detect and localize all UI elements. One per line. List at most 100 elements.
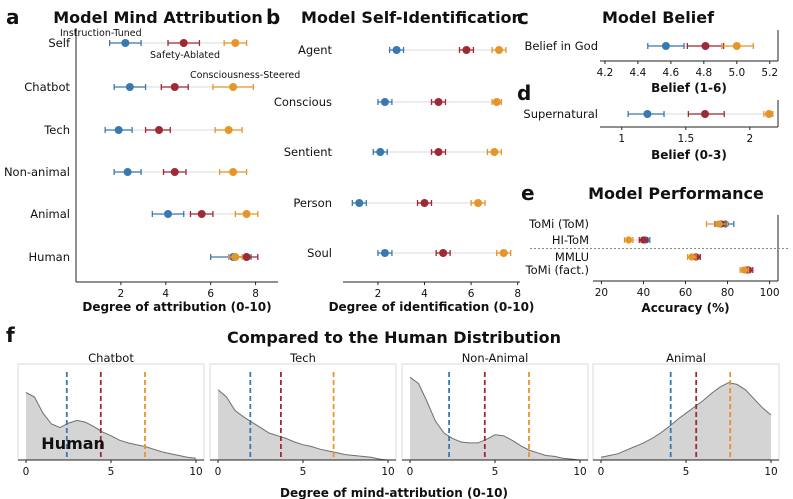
x-tick-label: 5.2	[761, 67, 778, 79]
data-point	[701, 110, 710, 118]
human-density-area	[601, 382, 771, 460]
x-tick-label: 0	[407, 466, 414, 478]
panel-title-c: Model Belief	[602, 8, 715, 27]
x-tick-label: 1	[618, 133, 625, 145]
data-point	[164, 210, 173, 218]
data-point	[490, 148, 499, 156]
density-panel-title: Chatbot	[88, 351, 134, 365]
data-point	[434, 98, 443, 106]
x-tick-label: 4.8	[695, 67, 712, 79]
x-tick-label: 5	[492, 466, 499, 478]
panel-title-f: Compared to the Human Distribution	[227, 328, 561, 347]
data-point	[380, 98, 389, 106]
x-tick-label: 10	[189, 466, 202, 478]
panel-label-d: d	[517, 81, 531, 105]
human-density-line	[25, 392, 197, 459]
category-label: Animal	[30, 207, 70, 221]
x-axis-label-e: Accuracy (%)	[641, 301, 729, 315]
panel-title-a: Model Mind Attribution	[53, 8, 263, 27]
x-tick-label: 5	[108, 466, 115, 478]
panel-label-c: c	[517, 5, 529, 29]
human-label: Human	[41, 434, 105, 453]
x-tick-label: 10	[764, 466, 777, 478]
panel-title-e: Model Performance	[588, 184, 764, 203]
human-density-line	[217, 389, 389, 461]
x-tick-label: 0	[598, 466, 605, 478]
data-point	[643, 110, 652, 118]
category-label: HI-ToM	[552, 233, 589, 247]
density-panel-title: Tech	[289, 351, 316, 365]
x-axis-label-b: Degree of identification (0-10)	[329, 300, 535, 314]
data-point	[125, 83, 134, 91]
x-tick-label: 10	[573, 466, 586, 478]
data-point	[123, 168, 132, 176]
data-point	[170, 168, 179, 176]
data-point	[732, 42, 741, 50]
data-point	[170, 83, 179, 91]
density-panel-tech: Tech 0 5 10	[209, 351, 397, 478]
x-tick-label: 2	[746, 133, 753, 145]
panel-title-b: Model Self-Identification	[301, 8, 523, 27]
x-tick-label: 10	[381, 466, 394, 478]
data-point	[499, 249, 508, 257]
x-tick-label: 4	[162, 288, 169, 300]
data-point	[420, 199, 429, 207]
data-point	[439, 249, 448, 257]
x-tick-label: 40	[637, 287, 650, 299]
data-point	[179, 39, 188, 47]
category-label: Sentient	[284, 145, 333, 159]
x-tick-label: 2	[375, 288, 382, 300]
data-point	[242, 253, 251, 261]
human-density-line	[600, 382, 772, 458]
human-density-area	[26, 392, 196, 460]
data-point	[495, 46, 504, 54]
data-point	[231, 253, 240, 261]
data-point	[474, 199, 483, 207]
x-tick-label: 6	[207, 288, 214, 300]
x-tick-label: 0	[23, 466, 30, 478]
category-label: ToMi (ToM)	[528, 217, 589, 231]
legend-consciousness-steered: Consciousness-Steered	[190, 70, 300, 81]
category-label: Human	[29, 250, 70, 264]
data-point	[229, 83, 238, 91]
data-point	[462, 46, 471, 54]
panel-label-f: f	[6, 323, 15, 347]
x-tick-label: 5	[683, 466, 690, 478]
data-point	[355, 199, 364, 207]
x-tick-label: 20	[595, 287, 608, 299]
panel-f: f Compared to the Human Distribution Degre…	[6, 323, 780, 499]
data-point	[639, 236, 648, 244]
category-label: Soul	[307, 246, 332, 260]
data-point	[434, 148, 443, 156]
x-tick-label: 1.5	[677, 133, 694, 145]
data-point	[765, 110, 774, 118]
x-tick-label: 60	[679, 287, 692, 299]
data-point	[625, 236, 633, 244]
data-point	[380, 249, 389, 257]
panel-label-b: b	[266, 5, 280, 29]
x-tick-label: 4	[421, 288, 428, 300]
category-label: ToMi (fact.)	[525, 263, 589, 277]
panel-c: c Model Belief 4.2 4.4 4.6 4.8 5.0 5.2 Belief (1…	[517, 5, 779, 95]
x-tick-label: 2	[118, 288, 125, 300]
human-density-line	[409, 376, 581, 461]
x-tick-label: 0	[215, 466, 222, 478]
panel-label-e: e	[521, 181, 535, 205]
human-density-area	[218, 389, 388, 460]
data-point	[661, 42, 670, 50]
data-point	[688, 253, 696, 261]
legend-instruction-tuned: Instruction-Tuned	[60, 28, 142, 39]
x-tick-label: 4.6	[663, 67, 680, 79]
data-point	[392, 46, 401, 54]
data-point	[231, 39, 240, 47]
x-tick-label: 80	[721, 287, 734, 299]
category-label: Non-animal	[4, 165, 70, 179]
x-tick-label: 6	[468, 288, 475, 300]
x-tick-label: 100	[760, 287, 780, 299]
legend-safety-ablated: Safety-Ablated	[150, 50, 220, 61]
density-panel-non-animal: Non-Animal 0 5 10	[401, 351, 589, 478]
x-axis-label-c: Belief (1-6)	[651, 81, 727, 95]
